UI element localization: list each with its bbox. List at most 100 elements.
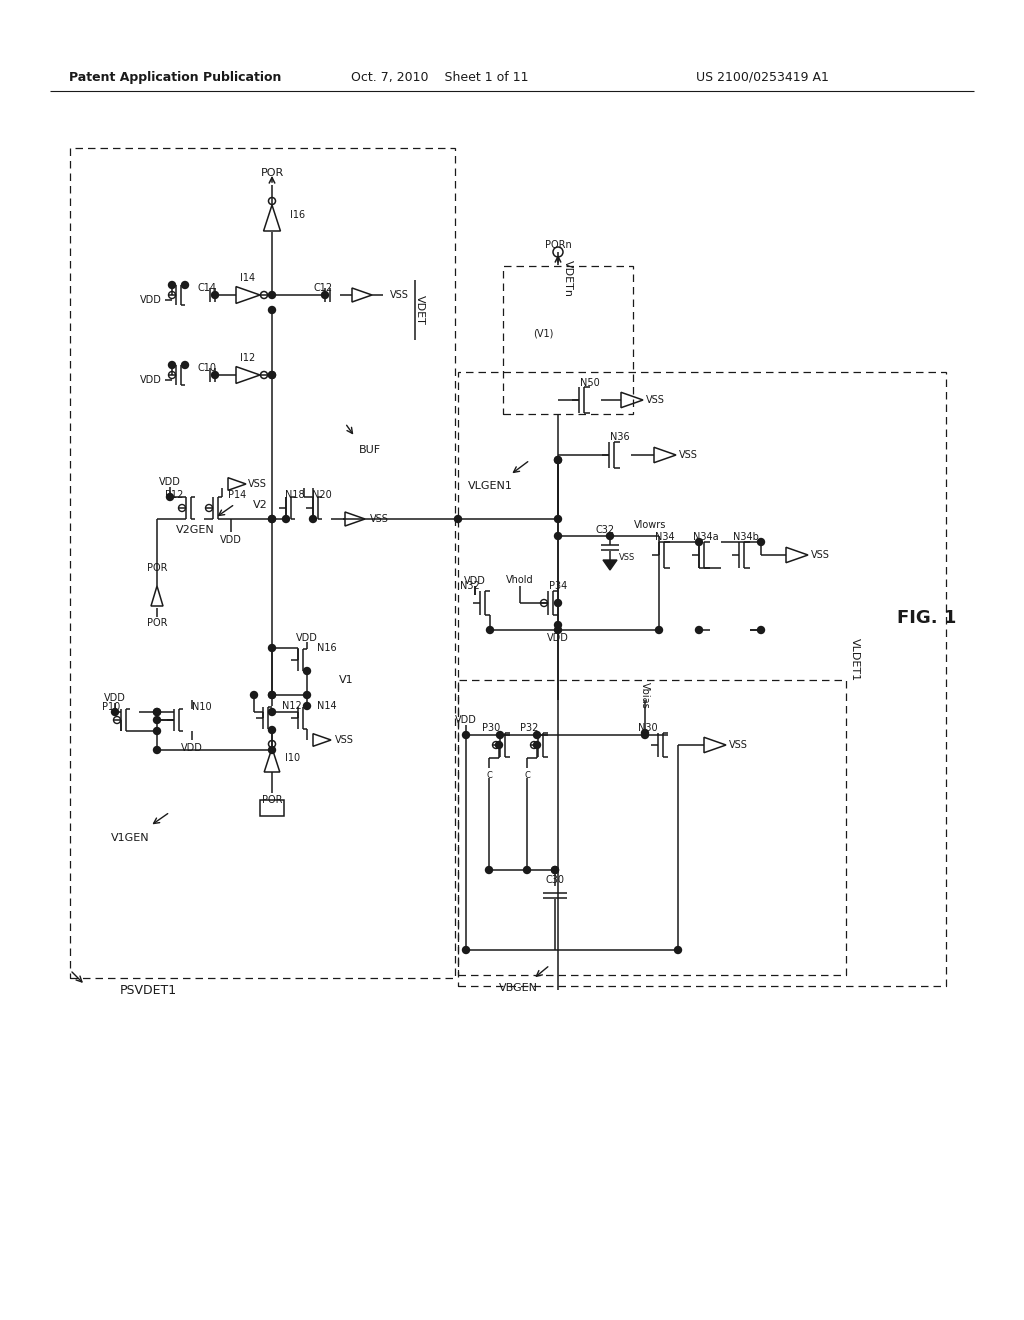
Circle shape [322, 292, 329, 298]
Circle shape [553, 247, 563, 257]
Circle shape [154, 717, 161, 723]
Circle shape [552, 866, 558, 874]
Text: Oct. 7, 2010    Sheet 1 of 11: Oct. 7, 2010 Sheet 1 of 11 [351, 70, 528, 83]
Bar [260, 800, 284, 816]
Text: N30: N30 [638, 723, 658, 733]
Text: PSVDET1: PSVDET1 [120, 983, 176, 997]
Text: Vlowrs: Vlowrs [634, 520, 667, 531]
Circle shape [463, 731, 469, 738]
Circle shape [463, 946, 469, 953]
Text: C: C [524, 771, 530, 780]
Text: N10: N10 [193, 702, 212, 711]
Text: VSS: VSS [811, 550, 829, 560]
Circle shape [154, 727, 161, 734]
Circle shape [303, 702, 310, 710]
Circle shape [555, 599, 561, 606]
Text: N50: N50 [581, 378, 600, 388]
Text: N14: N14 [317, 701, 337, 711]
Text: VDD: VDD [296, 634, 317, 643]
Bar [70, 148, 455, 978]
Text: VDD: VDD [547, 634, 569, 643]
Circle shape [268, 644, 275, 652]
Circle shape [154, 709, 161, 715]
Circle shape [212, 371, 218, 379]
Text: N34: N34 [655, 532, 675, 543]
Text: VDD: VDD [220, 535, 242, 545]
Circle shape [268, 692, 275, 698]
Text: VDD: VDD [181, 743, 203, 752]
Circle shape [552, 866, 558, 874]
Text: VDD: VDD [464, 576, 486, 586]
Text: VSS: VSS [646, 395, 665, 405]
Text: VSS: VSS [618, 553, 635, 562]
Circle shape [167, 494, 173, 500]
Circle shape [555, 622, 561, 628]
Circle shape [485, 866, 493, 874]
Text: P32: P32 [519, 723, 538, 733]
Text: VDD: VDD [140, 294, 162, 305]
Text: POR: POR [260, 168, 284, 178]
Circle shape [655, 627, 663, 634]
Circle shape [303, 692, 310, 698]
Text: US 2100/0253419 A1: US 2100/0253419 A1 [695, 70, 828, 83]
Text: Patent Application Publication: Patent Application Publication [69, 70, 282, 83]
Text: I12: I12 [241, 352, 256, 363]
Text: POR: POR [262, 795, 283, 805]
Text: C10: C10 [198, 363, 216, 374]
Bar [458, 372, 946, 986]
Text: VDET: VDET [415, 296, 425, 325]
Text: P30: P30 [481, 723, 500, 733]
Bar [503, 267, 633, 414]
Text: N36: N36 [610, 432, 630, 442]
Text: POR: POR [146, 618, 167, 628]
Text: N32: N32 [460, 581, 480, 591]
Text: P10: P10 [101, 702, 120, 711]
Text: N20: N20 [312, 490, 332, 500]
Text: VBGEN: VBGEN [499, 983, 538, 993]
Text: C12: C12 [313, 282, 333, 293]
Circle shape [268, 709, 275, 715]
Circle shape [496, 742, 503, 748]
Text: Vbias: Vbias [640, 681, 650, 709]
Text: N34b: N34b [733, 532, 759, 543]
Text: C14: C14 [198, 282, 216, 293]
Circle shape [641, 731, 648, 738]
Circle shape [268, 516, 275, 523]
Text: VSS: VSS [370, 513, 389, 524]
Circle shape [555, 532, 561, 540]
Text: VLGEN1: VLGEN1 [468, 480, 512, 491]
Circle shape [523, 866, 530, 874]
Text: N18: N18 [286, 490, 305, 500]
Text: V2GEN: V2GEN [176, 525, 214, 535]
Text: VSS: VSS [729, 741, 748, 750]
Text: VSS: VSS [679, 450, 698, 459]
Circle shape [283, 516, 290, 523]
Circle shape [268, 726, 275, 734]
Text: Vhold: Vhold [506, 576, 534, 585]
Circle shape [251, 692, 257, 698]
Text: BUF: BUF [359, 445, 381, 455]
Text: VSS: VSS [390, 290, 409, 300]
Text: P34: P34 [549, 581, 567, 591]
Text: (V1): (V1) [532, 327, 553, 338]
Text: C: C [486, 771, 492, 780]
Circle shape [154, 747, 161, 754]
Circle shape [169, 281, 175, 289]
Text: I16: I16 [290, 210, 305, 220]
Text: FIG. 1: FIG. 1 [897, 609, 956, 627]
Circle shape [455, 516, 462, 523]
Text: VDD: VDD [455, 715, 477, 725]
Circle shape [154, 709, 161, 715]
Circle shape [112, 709, 119, 715]
Text: I10: I10 [285, 752, 300, 763]
Text: V2: V2 [253, 500, 267, 510]
Circle shape [268, 516, 275, 523]
Circle shape [268, 306, 275, 314]
Circle shape [309, 516, 316, 523]
Circle shape [497, 731, 504, 738]
Text: VDETn: VDETn [563, 260, 573, 297]
Circle shape [268, 747, 275, 754]
Text: VDD: VDD [140, 375, 162, 385]
Text: N34a: N34a [693, 532, 719, 543]
Text: N16: N16 [317, 643, 337, 653]
